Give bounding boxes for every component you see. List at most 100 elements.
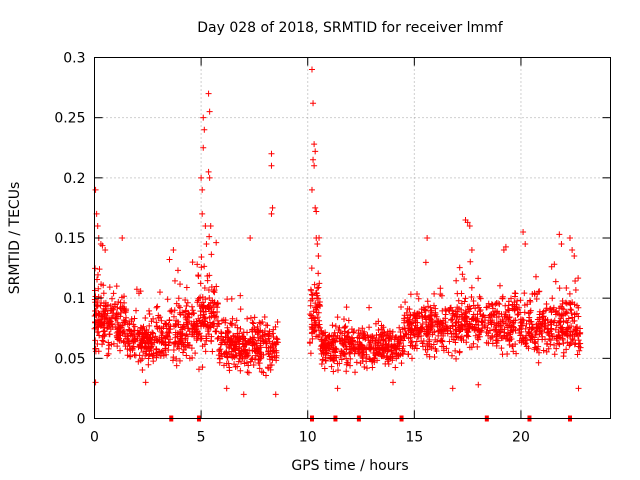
data-point xyxy=(251,325,258,332)
data-point xyxy=(189,307,196,314)
data-point xyxy=(319,357,326,364)
data-point xyxy=(189,329,196,336)
data-point xyxy=(569,318,576,325)
data-point xyxy=(179,332,186,339)
data-point xyxy=(564,310,571,317)
data-point xyxy=(314,333,321,340)
data-point xyxy=(403,309,410,316)
data-point xyxy=(250,320,257,327)
data-point xyxy=(92,345,99,352)
data-point xyxy=(319,332,326,339)
data-point xyxy=(210,323,217,330)
data-point xyxy=(306,340,313,347)
chart-title: Day 028 of 2018, SRMTID for receiver lmm… xyxy=(197,20,504,36)
data-point xyxy=(375,326,382,333)
data-point xyxy=(153,319,160,326)
data-point xyxy=(309,335,316,342)
data-point xyxy=(527,298,534,305)
data-point xyxy=(156,325,163,332)
data-point xyxy=(224,353,231,360)
data-point xyxy=(156,289,163,296)
data-point xyxy=(228,295,235,302)
data-point xyxy=(396,339,403,346)
data-point xyxy=(94,276,101,283)
data-point xyxy=(242,346,249,353)
data-point xyxy=(334,367,341,374)
data-point xyxy=(162,341,169,348)
data-point xyxy=(318,361,325,368)
data-point xyxy=(347,362,354,369)
data-point xyxy=(496,301,503,308)
data-point xyxy=(190,309,197,316)
data-point xyxy=(309,292,316,299)
data-point xyxy=(476,308,483,315)
data-point xyxy=(495,326,502,333)
data-point xyxy=(128,316,135,323)
data-point xyxy=(150,358,157,365)
data-point xyxy=(182,296,189,303)
data-point xyxy=(239,341,246,348)
data-point xyxy=(453,355,460,362)
data-point xyxy=(171,340,178,347)
data-point xyxy=(459,322,466,329)
data-point xyxy=(96,266,103,273)
data-point xyxy=(236,335,243,342)
data-point xyxy=(572,326,579,333)
data-point xyxy=(450,330,457,337)
data-point xyxy=(375,318,382,325)
data-point xyxy=(464,327,471,334)
data-point xyxy=(341,328,348,335)
data-point xyxy=(414,333,421,340)
data-point xyxy=(222,349,229,356)
data-point xyxy=(474,343,481,350)
data-point xyxy=(423,330,430,337)
data-point xyxy=(133,307,140,314)
data-point xyxy=(267,366,274,373)
data-point xyxy=(182,308,189,315)
data-point xyxy=(198,253,205,260)
data-point xyxy=(343,304,350,311)
data-point xyxy=(418,325,425,332)
data-point xyxy=(407,342,414,349)
data-point xyxy=(343,361,350,368)
data-point xyxy=(560,340,567,347)
data-point xyxy=(207,324,214,331)
data-point xyxy=(201,263,208,270)
data-point xyxy=(520,228,527,235)
data-point xyxy=(142,315,149,322)
data-point xyxy=(428,345,435,352)
data-point xyxy=(466,303,473,310)
data-point xyxy=(569,331,576,338)
data-point xyxy=(418,309,425,316)
data-point xyxy=(249,334,256,341)
data-point xyxy=(340,342,347,349)
data-point xyxy=(545,345,552,352)
data-point xyxy=(424,342,431,349)
data-point xyxy=(397,329,404,336)
data-point xyxy=(235,337,242,344)
data-point xyxy=(110,290,117,297)
y-tick-label: 0.3 xyxy=(63,51,85,67)
data-point xyxy=(237,306,244,313)
data-point xyxy=(571,311,578,318)
data-point xyxy=(103,325,110,332)
data-point xyxy=(544,329,551,336)
data-point xyxy=(499,293,506,300)
data-point xyxy=(184,299,191,306)
data-point xyxy=(424,326,431,333)
data-point xyxy=(517,297,524,304)
data-point xyxy=(134,335,141,342)
data-point xyxy=(211,287,218,294)
data-point xyxy=(413,338,420,345)
data-point xyxy=(131,333,138,340)
data-point xyxy=(228,348,235,355)
data-point xyxy=(266,338,273,345)
data-point xyxy=(197,335,204,342)
data-point xyxy=(233,317,240,324)
data-point xyxy=(131,351,138,358)
data-point xyxy=(200,114,207,121)
data-point xyxy=(274,319,281,326)
y-tick-label: 0.2 xyxy=(63,171,85,187)
data-point xyxy=(308,66,315,73)
data-point xyxy=(520,317,527,324)
